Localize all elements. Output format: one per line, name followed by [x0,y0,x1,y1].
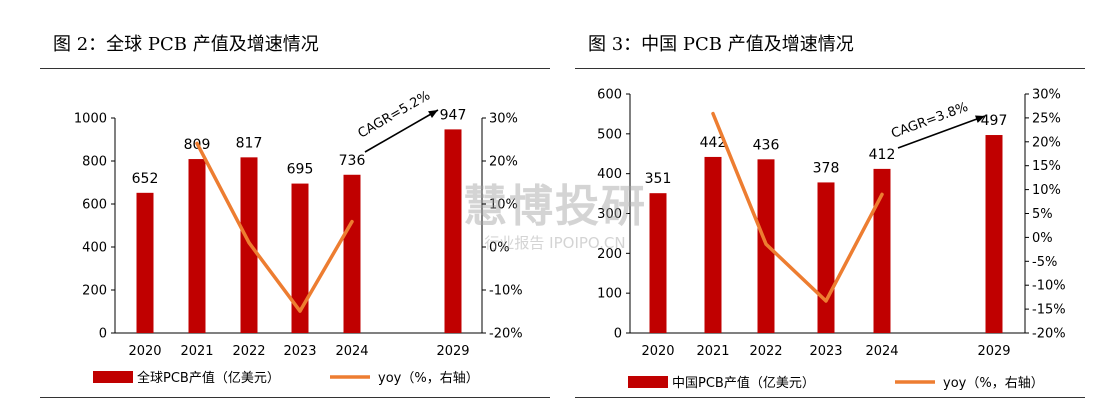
legend-label-line: yoy（%，右轴） [378,371,479,386]
left-tick-label: 600 [597,88,622,103]
category-label: 2029 [436,344,469,359]
bar-value-label: 947 [440,107,467,123]
category-label: 2022 [232,344,265,359]
bar [188,159,206,333]
chart-title: 图 3：中国 PCB 产值及增速情况 [588,34,854,55]
legend-label-line: yoy（%，右轴） [943,376,1044,391]
left-tick-label: 400 [82,241,107,256]
bar-value-label: 412 [869,147,896,163]
chart-title: 图 2：全球 PCB 产值及增速情况 [53,34,319,55]
title-rule [575,68,1085,69]
right-tick-label: -10% [1032,279,1066,294]
category-label: 2021 [696,344,729,359]
right-tick-label: 0% [489,241,510,256]
category-label: 2024 [335,344,368,359]
chart-panel-global: 图 2：全球 PCB 产值及增速情况 0 200 400 600 800 1000 -20%… [40,34,550,398]
right-tick-label: -20% [1032,327,1066,342]
legend-label-bar: 全球PCB产值（亿美元） [137,370,280,386]
line-point [824,299,828,303]
line-point [350,220,354,224]
right-tick-label: 20% [489,155,518,170]
cagr-arrow-head [975,115,985,123]
left-tick-label: 400 [597,167,622,182]
left-tick-label: 0 [614,327,622,342]
right-tick-label: -20% [489,327,523,342]
cagr-arrow-line [897,115,986,149]
left-tick-label: 200 [82,284,107,299]
category-label: 2020 [128,344,161,359]
left-tick-label: 200 [597,247,622,262]
right-tick-label: 25% [1032,111,1061,126]
line-point [195,141,199,145]
line-point [711,112,715,116]
category-label: 2029 [977,344,1010,359]
bar-value-label: 436 [753,137,780,153]
bar-value-label: 652 [132,171,159,187]
bar [444,129,462,333]
left-tick-label: 100 [597,287,622,302]
right-tick-label: 0% [1032,231,1053,246]
category-label: 2022 [749,344,782,359]
cagr-annotation: CAGR=3.8% [889,100,970,142]
series-line [711,111,884,303]
cagr-annotation: CAGR=5.2% [356,88,433,141]
chart-panel-china: 图 3：中国 PCB 产值及增速情况 0 100 200 300 400 500 600 -2… [575,0,1107,414]
category-label: 2024 [865,344,898,359]
right-tick-label: 20% [1032,135,1061,150]
line-point [880,192,884,196]
bar [291,183,309,333]
bar-value-label: 378 [813,160,840,176]
category-label: 2020 [641,344,674,359]
right-tick-label: 30% [1032,88,1061,103]
category-label: 2023 [809,344,842,359]
right-tick-label: -5% [1032,255,1057,270]
left-tick-label: 300 [597,207,622,222]
right-tick-label: 30% [489,112,518,127]
left-tick-label: 1000 [74,112,107,127]
bar [985,135,1003,333]
right-tick-label: 5% [1032,207,1053,222]
legend-label-bar: 中国PCB产值（亿美元） [672,375,815,391]
line-point [764,242,768,246]
legend-swatch-bar [93,371,133,383]
line-point [298,309,302,313]
left-tick-label: 800 [82,155,107,170]
bar-value-label: 736 [339,153,366,169]
right-tick-label: 10% [1032,183,1061,198]
bar-value-label: 695 [287,162,314,178]
cagr-arrow-line [364,109,439,153]
chart-svg: 0 100 200 300 400 500 600 -20% -15% -10% -5% 0% 5% 10… [597,88,1066,392]
chart-svg: 0 200 400 600 800 1000 -20% -10% 0% 10% 20% 30% 652 2… [74,88,523,386]
right-tick-label: -15% [1032,303,1066,318]
right-tick-label: -10% [489,284,523,299]
bar [873,168,891,333]
left-tick-label: 500 [597,127,622,142]
line-point [247,241,251,245]
left-tick-label: 600 [82,198,107,213]
legend-swatch-bar [628,376,668,388]
series-line [195,141,354,313]
bar [649,193,667,333]
bar [136,192,154,333]
bar-value-label: 497 [981,113,1008,129]
bar-value-label: 817 [236,135,263,151]
bottom-rule [575,397,1085,398]
bar [817,182,835,333]
left-tick-label: 0 [99,327,107,342]
title-rule [40,68,550,69]
cagr-arrow-head [428,110,438,118]
bar [704,156,722,333]
bar-value-label: 351 [645,171,672,187]
bottom-rule [40,397,550,398]
category-label: 2023 [283,344,316,359]
bar-value-label: 442 [700,135,727,151]
right-tick-label: 15% [1032,159,1061,174]
right-tick-label: 10% [489,198,518,213]
category-label: 2021 [180,344,213,359]
bar [343,174,361,333]
